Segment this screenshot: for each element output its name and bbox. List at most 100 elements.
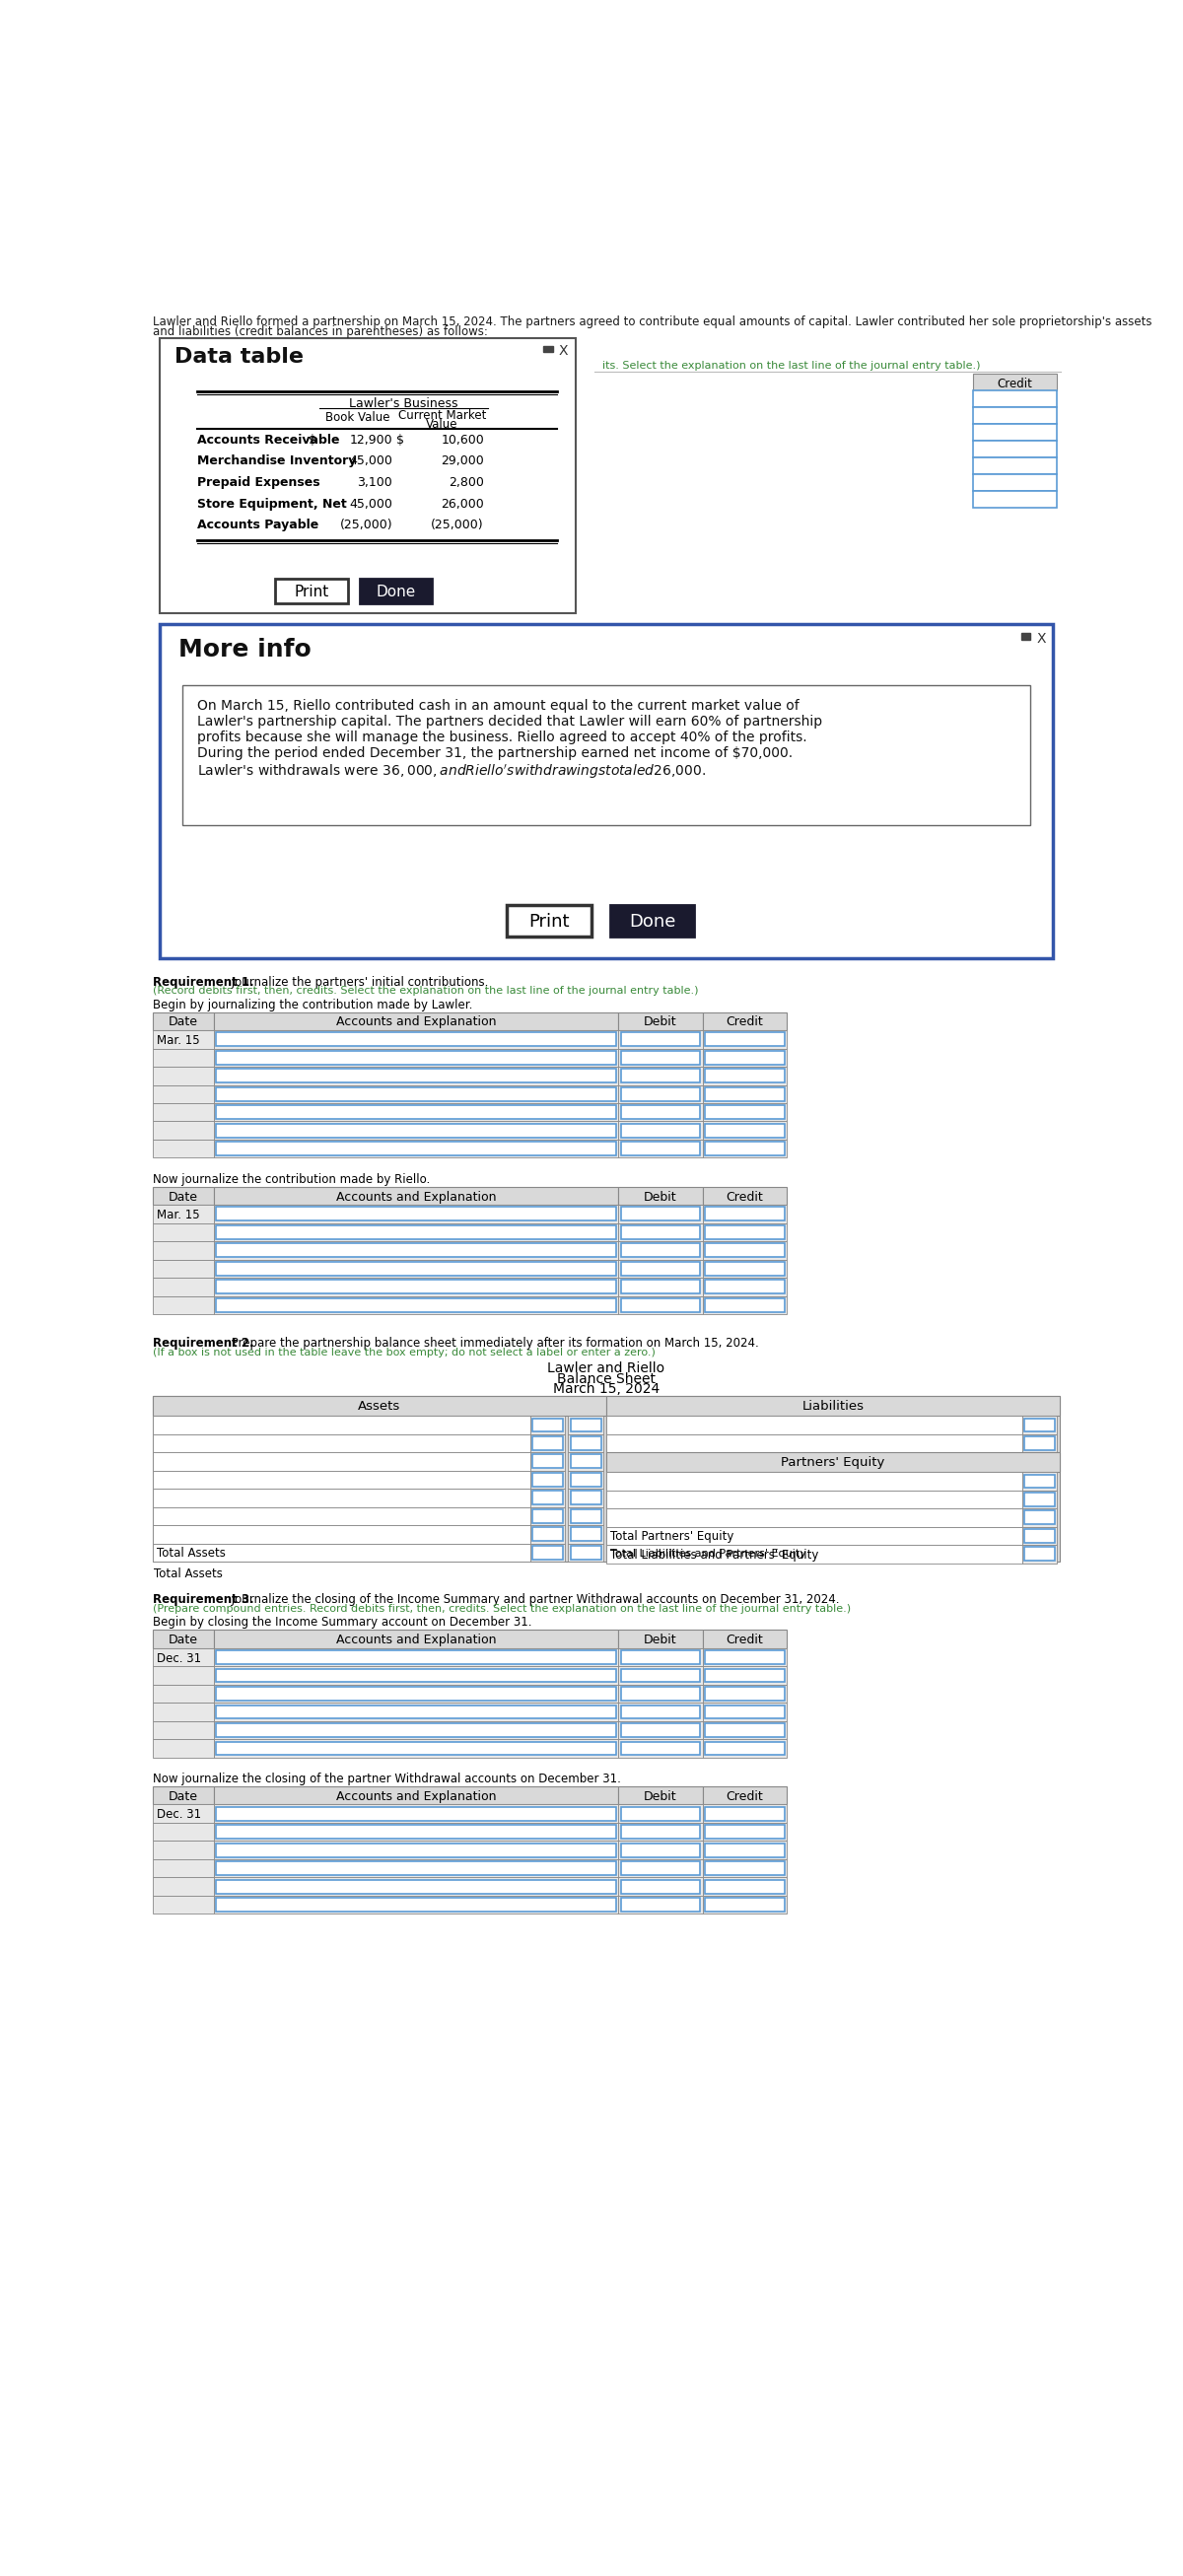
Bar xyxy=(705,1105,784,1118)
Bar xyxy=(619,1878,703,1896)
Text: its. Select the explanation on the last line of the journal entry table.): its. Select the explanation on the last … xyxy=(602,361,981,371)
Bar xyxy=(619,1860,703,1878)
Bar xyxy=(153,1525,530,1543)
Bar xyxy=(153,1824,214,1842)
Bar xyxy=(153,1721,214,1739)
Bar xyxy=(703,1121,787,1139)
Bar xyxy=(215,1880,616,1893)
Text: 2,800: 2,800 xyxy=(448,477,484,489)
Text: Journalize the partners' initial contributions.: Journalize the partners' initial contrib… xyxy=(228,976,489,989)
Bar xyxy=(570,1437,601,1450)
Bar xyxy=(705,1087,784,1100)
Bar xyxy=(705,1899,784,1911)
Bar xyxy=(153,1860,214,1878)
Text: 45,000: 45,000 xyxy=(349,497,393,510)
Bar xyxy=(705,1069,784,1082)
Text: Accounts and Explanation: Accounts and Explanation xyxy=(336,1015,496,1028)
Bar xyxy=(153,1260,214,1278)
Bar xyxy=(532,1510,563,1522)
Bar xyxy=(619,1030,703,1048)
Bar xyxy=(619,1012,703,1030)
Bar xyxy=(568,1507,603,1525)
Bar xyxy=(705,1723,784,1736)
Text: More info: More info xyxy=(179,639,311,662)
Text: Accounts Receivable: Accounts Receivable xyxy=(198,433,340,446)
Bar xyxy=(705,1280,784,1293)
Bar xyxy=(214,1878,619,1896)
Bar xyxy=(215,1244,616,1257)
Bar xyxy=(214,1066,619,1084)
Bar xyxy=(703,1721,787,1739)
Bar xyxy=(570,1510,601,1522)
Bar xyxy=(1024,1530,1055,1543)
Bar xyxy=(621,1087,700,1100)
Bar xyxy=(215,1226,616,1239)
Bar xyxy=(619,1048,703,1066)
Bar xyxy=(153,1435,530,1453)
Bar xyxy=(972,374,1058,392)
Bar xyxy=(703,1260,787,1278)
Text: Book Value: Book Value xyxy=(325,410,390,422)
Bar xyxy=(153,1188,214,1206)
Text: Lawler and Riello: Lawler and Riello xyxy=(548,1360,665,1376)
Bar xyxy=(153,1084,214,1103)
Bar xyxy=(215,1844,616,1857)
Bar xyxy=(570,1455,601,1468)
Text: Accounts and Explanation: Accounts and Explanation xyxy=(336,1633,496,1646)
Bar xyxy=(1022,1510,1058,1528)
Text: Total Liabilities and Partners' Equity: Total Liabilities and Partners' Equity xyxy=(610,1548,806,1558)
Bar xyxy=(621,1651,700,1664)
Bar xyxy=(621,1051,700,1064)
Bar xyxy=(703,1896,787,1914)
Text: Store Equipment, Net: Store Equipment, Net xyxy=(198,497,347,510)
Text: Total Assets: Total Assets xyxy=(156,1548,225,1561)
Bar xyxy=(619,1631,703,1649)
Bar xyxy=(705,1298,784,1311)
Bar xyxy=(153,1471,530,1489)
Bar xyxy=(153,1785,214,1806)
Bar xyxy=(607,1528,1022,1546)
Bar xyxy=(705,1651,784,1664)
Bar xyxy=(530,1435,565,1453)
Bar xyxy=(214,1206,619,1224)
Bar xyxy=(532,1546,563,1558)
Bar xyxy=(570,1546,601,1558)
Bar xyxy=(214,1824,619,1842)
Bar xyxy=(153,1030,214,1048)
Text: $: $ xyxy=(396,433,403,446)
Bar xyxy=(619,1242,703,1260)
Bar xyxy=(153,1631,214,1649)
Bar xyxy=(276,580,348,603)
Bar xyxy=(214,1806,619,1824)
Bar xyxy=(153,1739,214,1757)
Bar xyxy=(1024,1492,1055,1507)
Bar xyxy=(215,1033,616,1046)
Bar xyxy=(215,1123,616,1136)
Bar xyxy=(153,1396,607,1561)
Bar xyxy=(153,1121,214,1139)
Bar xyxy=(160,337,576,613)
Text: Prepaid Expenses: Prepaid Expenses xyxy=(198,477,321,489)
Bar xyxy=(621,1141,700,1157)
Bar xyxy=(703,1860,787,1878)
Bar xyxy=(1024,1437,1055,1450)
Bar xyxy=(705,1208,784,1221)
Bar xyxy=(621,1669,700,1682)
Text: Debit: Debit xyxy=(644,1190,677,1203)
Text: Merchandise Inventory: Merchandise Inventory xyxy=(198,456,356,469)
Text: Balance Sheet: Balance Sheet xyxy=(557,1373,655,1386)
Bar xyxy=(532,1455,563,1468)
Bar xyxy=(1024,1548,1055,1561)
Bar xyxy=(619,1842,703,1860)
Bar xyxy=(214,1242,619,1260)
Text: Credit: Credit xyxy=(997,379,1033,389)
Bar xyxy=(619,1703,703,1721)
Bar xyxy=(621,1105,700,1118)
Bar xyxy=(215,1051,616,1064)
Bar xyxy=(705,1687,784,1700)
Bar xyxy=(703,1785,787,1806)
Bar xyxy=(544,345,552,353)
Bar xyxy=(705,1226,784,1239)
Bar xyxy=(570,1492,601,1504)
Bar xyxy=(703,1030,787,1048)
